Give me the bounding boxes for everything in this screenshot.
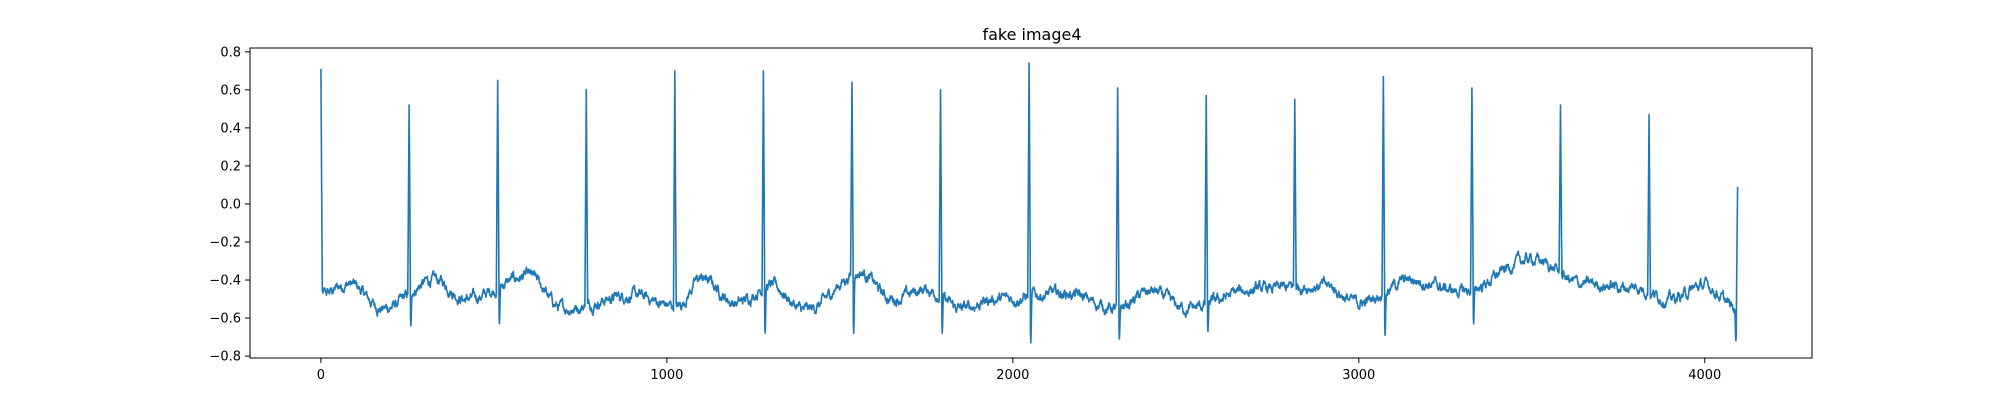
y-tick-label: 0.6	[220, 83, 241, 98]
chart-title: fake image4	[982, 25, 1081, 44]
y-tick-label: −0.4	[209, 274, 241, 289]
y-tick-label: −0.8	[209, 350, 241, 365]
y-axis: −0.8 −0.6 −0.4 −0.2 0.0 0.2 0.4 0.6 0.8	[209, 45, 250, 365]
y-tick-label: 0.0	[220, 197, 241, 212]
x-tick-label: 2000	[996, 368, 1029, 383]
y-tick-label: −0.2	[209, 235, 241, 250]
series-line	[320, 62, 1739, 344]
x-tick-label: 0	[317, 368, 325, 383]
x-tick-label: 1000	[650, 368, 683, 383]
x-axis: 0 1000 2000 3000 4000	[317, 358, 1721, 383]
plot-frame	[249, 47, 1813, 359]
x-tick-label: 3000	[1342, 368, 1375, 383]
y-tick-label: 0.4	[220, 121, 241, 136]
y-tick-label: 0.8	[220, 45, 241, 60]
y-tick-label: 0.2	[220, 159, 241, 174]
y-tick-label: −0.6	[209, 312, 241, 327]
x-tick-label: 4000	[1688, 368, 1721, 383]
